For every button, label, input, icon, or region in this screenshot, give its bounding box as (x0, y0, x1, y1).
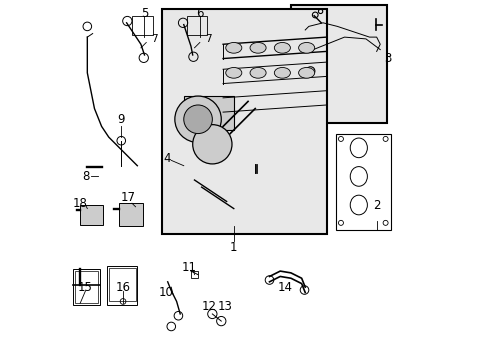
Bar (183, 96, 233, 130)
Ellipse shape (225, 42, 242, 53)
Circle shape (175, 96, 221, 143)
Bar (290, 5, 386, 123)
Bar (108, 267, 135, 301)
Text: 3: 3 (383, 52, 390, 65)
Text: 15: 15 (78, 281, 93, 294)
Text: 11: 11 (181, 261, 196, 274)
Text: 4: 4 (163, 152, 170, 165)
Text: 13: 13 (217, 300, 232, 313)
Text: 18: 18 (73, 197, 87, 210)
Bar (162, 9, 326, 234)
Text: 8: 8 (81, 170, 89, 183)
Ellipse shape (349, 195, 366, 215)
Text: 9: 9 (117, 113, 125, 126)
Bar (132, 16, 153, 35)
Text: 5: 5 (141, 8, 148, 21)
Text: 6: 6 (196, 8, 203, 21)
Bar (75, 271, 98, 303)
Circle shape (183, 105, 212, 134)
Ellipse shape (225, 67, 242, 78)
Bar (107, 266, 137, 305)
Text: 7: 7 (151, 34, 158, 44)
Bar (73, 269, 100, 305)
Ellipse shape (249, 67, 265, 78)
Ellipse shape (298, 42, 314, 53)
Ellipse shape (298, 67, 314, 78)
Text: 16: 16 (115, 281, 130, 294)
Bar (80, 205, 103, 225)
Ellipse shape (274, 67, 290, 78)
Circle shape (192, 125, 231, 164)
Ellipse shape (274, 42, 290, 53)
Bar (119, 203, 142, 226)
Ellipse shape (349, 138, 366, 158)
Bar (190, 271, 198, 278)
Text: 1: 1 (229, 241, 237, 255)
Ellipse shape (349, 167, 366, 186)
Text: 12: 12 (201, 300, 216, 313)
Text: 17: 17 (121, 191, 136, 204)
Text: 10: 10 (158, 286, 173, 299)
Text: 2: 2 (372, 198, 380, 212)
Text: 14: 14 (278, 281, 292, 294)
Text: 7: 7 (204, 34, 211, 44)
Bar (335, 134, 390, 230)
Bar (187, 16, 206, 35)
Ellipse shape (249, 42, 265, 53)
